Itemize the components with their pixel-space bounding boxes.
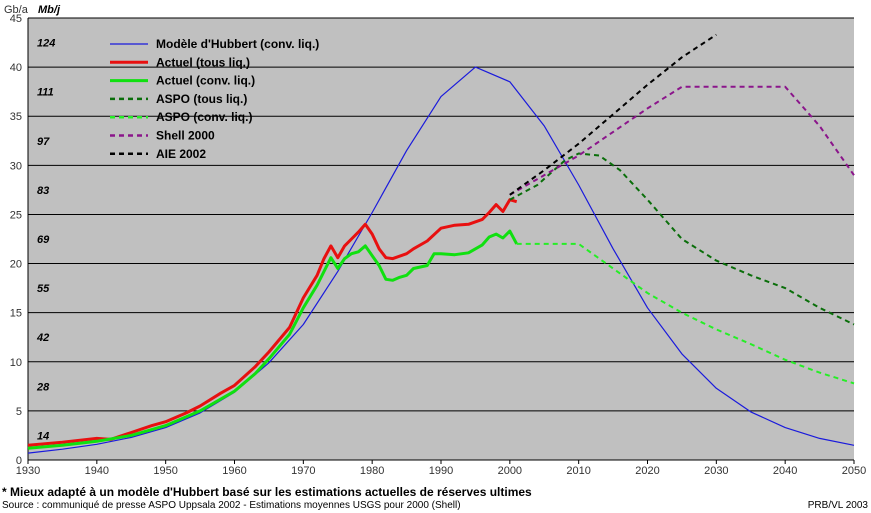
x-tick-label: 1940 xyxy=(85,465,109,477)
y-tick-label: 15 xyxy=(10,308,22,320)
legend-label-3: ASPO (tous liq.) xyxy=(156,92,247,106)
y-tick-label: 0 xyxy=(16,455,22,467)
mbj-label: 83 xyxy=(37,185,49,197)
y-tick-label: 10 xyxy=(10,357,22,369)
left-unit-label: Gb/a xyxy=(4,4,29,16)
x-tick-label: 2000 xyxy=(498,465,522,477)
series-line-3 xyxy=(509,152,855,326)
plot-area xyxy=(28,18,854,460)
credit-note: PRB/VL 2003 xyxy=(807,500,868,511)
y-tick-label: 25 xyxy=(10,209,22,221)
legend-label-2: Actuel (conv. liq.) xyxy=(156,74,255,88)
y-tick-label: 35 xyxy=(10,111,22,123)
x-tick-label: 2050 xyxy=(842,465,866,477)
x-tick-label: 1990 xyxy=(429,465,453,477)
footnote: * Mieux adapté à un modèle d'Hubbert bas… xyxy=(2,485,532,499)
series-line-5 xyxy=(509,85,855,196)
x-tick-label: 1950 xyxy=(153,465,177,477)
legend-label-4: ASPO (conv. liq.) xyxy=(156,110,252,124)
mbj-label: 55 xyxy=(37,283,50,295)
x-tick-label: 1980 xyxy=(360,465,384,477)
series-line-1 xyxy=(27,198,518,447)
mbj-label: 28 xyxy=(36,381,50,393)
legend-label-5: Shell 2000 xyxy=(156,129,215,143)
x-tick-label: 2030 xyxy=(704,465,728,477)
series-line-2 xyxy=(27,229,519,450)
legend-label-0: Modèle d'Hubbert (conv. liq.) xyxy=(156,37,319,51)
y-tick-label: 20 xyxy=(10,259,22,271)
x-tick-label: 1960 xyxy=(222,465,246,477)
mbj-label: 42 xyxy=(36,332,49,344)
series-line-4 xyxy=(516,242,855,385)
x-tick-label: 2010 xyxy=(566,465,590,477)
x-tick-label: 1970 xyxy=(291,465,315,477)
y-tick-label: 5 xyxy=(16,406,22,418)
y-tick-label: 40 xyxy=(10,62,22,74)
x-tick-label: 2020 xyxy=(635,465,659,477)
series-line-0 xyxy=(27,66,855,454)
y-tick-label: 30 xyxy=(10,160,22,172)
mbj-label: 69 xyxy=(37,234,50,246)
mbj-label: 97 xyxy=(37,136,50,148)
x-tick-label: 2040 xyxy=(773,465,797,477)
right-unit-label: Mb/j xyxy=(38,4,61,16)
series-line-6 xyxy=(509,33,717,196)
source-note: Source : communiqué de presse ASPO Uppsa… xyxy=(2,500,461,511)
x-tick-label: 1930 xyxy=(16,465,40,477)
legend-label-1: Actuel (tous liq.) xyxy=(156,55,250,69)
mbj-label: 111 xyxy=(37,87,54,99)
mbj-label: 124 xyxy=(37,38,55,50)
mbj-label: 14 xyxy=(37,430,49,442)
legend-label-6: AIE 2002 xyxy=(156,147,206,161)
y-tick-label: 45 xyxy=(10,13,22,25)
